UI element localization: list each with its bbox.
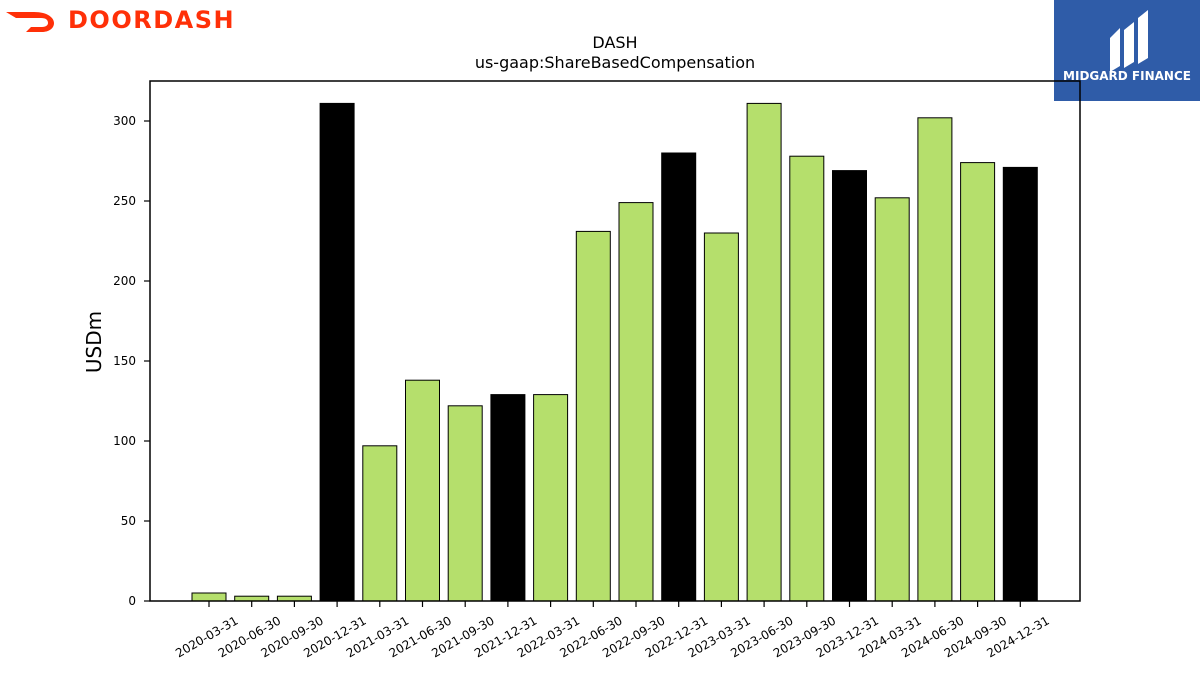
- x-axis-ticks: 2020-03-312020-06-302020-09-302020-12-31…: [173, 601, 1052, 660]
- y-axis-ticks: 0 50 100 150 200 250 300: [113, 114, 150, 608]
- y-tick-label: 0: [128, 594, 136, 608]
- bar-2022-03-31: [533, 394, 569, 602]
- midgard-logo-text: MIDGARD FINANCE: [1063, 69, 1191, 83]
- doordash-logo-text: DOORDASH: [68, 6, 235, 34]
- y-tick-label: 250: [113, 194, 136, 208]
- midgard-emblem-icon: [1110, 10, 1148, 72]
- y-tick-label: 50: [121, 514, 136, 528]
- y-tick-label: 150: [113, 354, 136, 368]
- bar-2021-03-31: [362, 445, 398, 602]
- bar-2022-09-30: [618, 202, 654, 602]
- bar-2024-09-30: [960, 162, 996, 602]
- bar-2024-06-30: [917, 117, 953, 602]
- bar-2021-12-31: [490, 394, 526, 602]
- y-tick-label: 100: [113, 434, 136, 448]
- bar-2021-09-30: [447, 405, 483, 602]
- plot-frame: [149, 80, 1081, 602]
- chart-title: DASH: [592, 33, 637, 52]
- doordash-dash-icon: [6, 12, 54, 32]
- doordash-logo: DOORDASH: [6, 6, 235, 34]
- bar-2024-12-31: [1002, 166, 1038, 602]
- y-axis-label: USDm: [82, 311, 106, 373]
- bar-2023-12-31: [832, 170, 867, 602]
- bar-2023-09-30: [789, 155, 825, 602]
- bar-2023-06-30: [746, 102, 782, 602]
- bar-2022-12-31: [661, 152, 697, 602]
- bar-2020-03-31: [191, 592, 227, 602]
- bar-2020-12-31: [319, 102, 355, 602]
- bar-2021-06-30: [405, 379, 440, 602]
- bar-2024-03-31: [874, 197, 910, 602]
- chart-subtitle: us-gaap:ShareBasedCompensation: [475, 53, 755, 72]
- midgard-finance-logo: MIDGARD FINANCE: [1054, 0, 1200, 101]
- bars-group: [191, 102, 1038, 602]
- bar-2023-03-31: [703, 232, 739, 602]
- bar-2022-06-30: [575, 230, 611, 602]
- y-tick-label: 200: [113, 274, 136, 288]
- y-tick-label: 300: [113, 114, 136, 128]
